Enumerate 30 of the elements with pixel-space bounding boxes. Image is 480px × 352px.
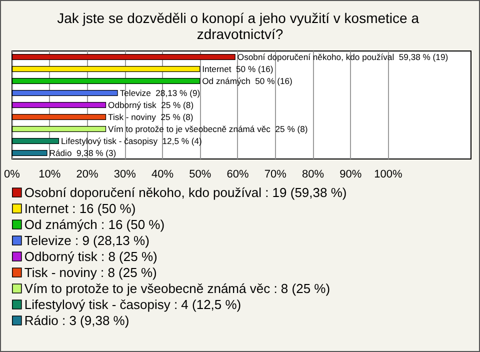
legend-label: Tisk - noviny : 8 (25 %): [24, 265, 157, 280]
data-label: Osobní doporučení někoho, kdo používal 59,38 % (19): [237, 52, 448, 62]
data-label: Tisk - noviny 25 % (8): [108, 112, 194, 122]
legend-label: Osobní doporučení někoho, kdo používal : 19 (59,38 %): [24, 185, 347, 200]
data-label: Televize 28,13 % (9): [120, 88, 200, 98]
legend-label: Odborný tisk : 8 (25 %): [24, 249, 158, 264]
legend-label: Lifestylový tisk - časopisy : 4 (12,5 %): [24, 297, 242, 312]
data-label: Internet 50 % (16): [202, 64, 274, 74]
chart-title: Jak jste se dozvěděli o konopí a jeho využití v kosmetice a zdravotnictví?: [57, 10, 423, 42]
legend-label: Internet : 16 (50 %): [24, 201, 136, 216]
data-label: Rádio 9,38 % (3): [49, 148, 116, 158]
data-label: Vím to protože to je všeobecně známá věc 25 % (8): [108, 124, 308, 134]
data-label: Odborný tisk 25 % (8): [108, 100, 194, 110]
data-label: Lifestylový tisk - časopisy 12,5 % (4): [61, 136, 202, 146]
legend-label: Od známých : 16 (50 %): [24, 217, 165, 232]
x-tick-label: 10%: [38, 168, 61, 180]
x-tick-label: 70%: [264, 168, 287, 180]
x-tick-label: 90%: [340, 168, 362, 180]
x-tick-label: 0%: [4, 168, 20, 180]
legend-label: Televize : 9 (28,13 %): [24, 233, 150, 248]
x-tick-label: 60%: [226, 168, 249, 180]
x-tick-label: 30%: [114, 168, 136, 180]
x-tick-label: 40%: [151, 168, 174, 180]
x-tick-label: 20%: [76, 168, 98, 180]
legend-label: Rádio : 3 (9,38 %): [24, 313, 130, 328]
x-tick-label: 80%: [302, 168, 324, 180]
x-tick-label: 100%: [374, 168, 403, 180]
data-label: Od známých 50 % (16): [202, 76, 293, 86]
x-tick-label: 50%: [189, 168, 212, 180]
legend-label: Vím to protože to je všeobecně známá věc : 8 (25 %): [24, 281, 330, 296]
